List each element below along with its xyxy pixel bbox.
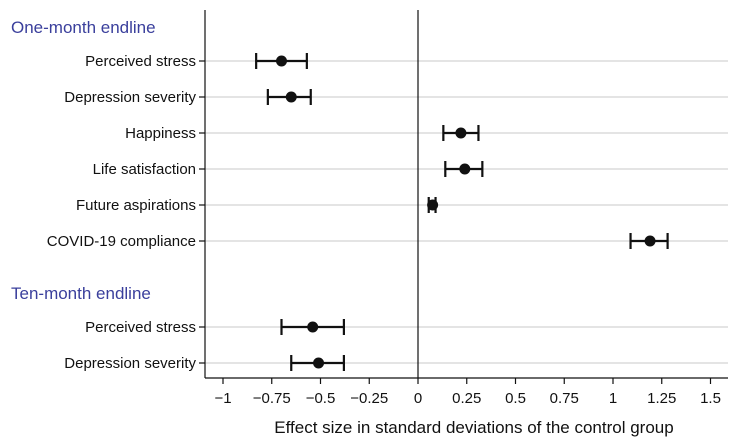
group-label: Ten-month endline [11, 284, 151, 303]
x-axis-ticks: −1 −0.75 −0.5 −0.25 0 0.25 0.5 0.75 1 1.25 1.5 [214, 378, 721, 407]
point-estimate [285, 91, 297, 103]
row-label: Future aspirations [76, 197, 196, 214]
x-tick-label: 0.25 [452, 390, 481, 407]
row-label: COVID-19 compliance [47, 233, 196, 250]
point-estimate [455, 127, 467, 139]
x-tick-label: 0.75 [550, 390, 579, 407]
row-label: Perceived stress [85, 53, 196, 70]
point-estimate [307, 321, 319, 333]
x-tick-label: 0.5 [505, 390, 526, 407]
x-axis-title: Effect size in standard deviations of th… [274, 418, 673, 437]
row-label: Life satisfaction [93, 161, 196, 178]
x-tick-label: 0 [414, 390, 422, 407]
x-tick-label: −0.25 [350, 390, 388, 407]
group-label: One-month endline [11, 18, 156, 37]
row-label: Happiness [125, 125, 196, 142]
x-tick-label: −1 [214, 390, 231, 407]
row-label: Depression severity [64, 355, 196, 372]
row-labels: One-month endline Perceived stress Depress… [11, 18, 197, 372]
point-estimate [313, 357, 325, 369]
point-estimate [644, 235, 656, 247]
point-estimate [276, 55, 287, 67]
x-tick-label: 1.25 [647, 390, 676, 407]
x-tick-label: 1 [609, 390, 617, 407]
estimates [255, 53, 669, 371]
x-tick-label: −0.5 [306, 390, 336, 407]
row-label: Perceived stress [85, 319, 196, 336]
point-estimate [459, 163, 471, 175]
x-tick-label: 1.5 [700, 390, 721, 407]
point-estimate [427, 199, 439, 211]
x-tick-label: −0.75 [253, 390, 291, 407]
row-label: Depression severity [64, 89, 196, 106]
gridlines [205, 60, 728, 364]
